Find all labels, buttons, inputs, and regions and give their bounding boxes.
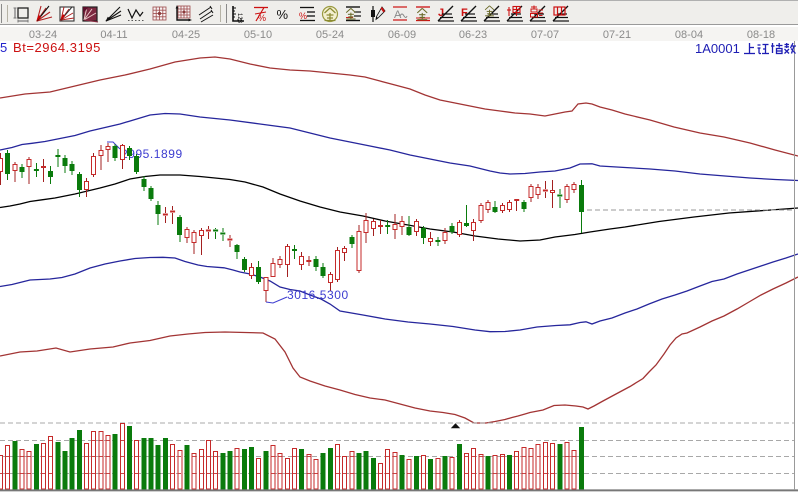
svg-text:07-07: 07-07	[531, 29, 559, 41]
svg-text:05-10: 05-10	[244, 29, 272, 41]
svg-text:03-24: 03-24	[29, 29, 57, 41]
svg-text:08-18: 08-18	[747, 29, 775, 41]
svg-text:%: %	[258, 13, 266, 23]
svg-text:07-21: 07-21	[603, 29, 631, 41]
svg-text:%: %	[277, 7, 289, 22]
svg-text:%: %	[299, 11, 307, 21]
svg-text:1A0001: 1A0001	[695, 41, 740, 56]
svg-text:A: A	[394, 9, 402, 21]
svg-text:05-24: 05-24	[316, 29, 344, 41]
svg-text:Bt=2964.3195: Bt=2964.3195	[13, 41, 101, 55]
svg-text:04-25: 04-25	[172, 29, 200, 41]
svg-text:5: 5	[0, 41, 7, 55]
svg-text:08-04: 08-04	[675, 29, 703, 41]
svg-text:3016.5300: 3016.5300	[287, 288, 349, 302]
svg-text:F: F	[461, 7, 468, 19]
svg-text:06-09: 06-09	[388, 29, 416, 41]
svg-text:04-11: 04-11	[100, 29, 127, 41]
svg-text:123: 123	[236, 13, 242, 24]
svg-text:06-23: 06-23	[459, 29, 487, 41]
svg-text:J: J	[438, 7, 444, 19]
